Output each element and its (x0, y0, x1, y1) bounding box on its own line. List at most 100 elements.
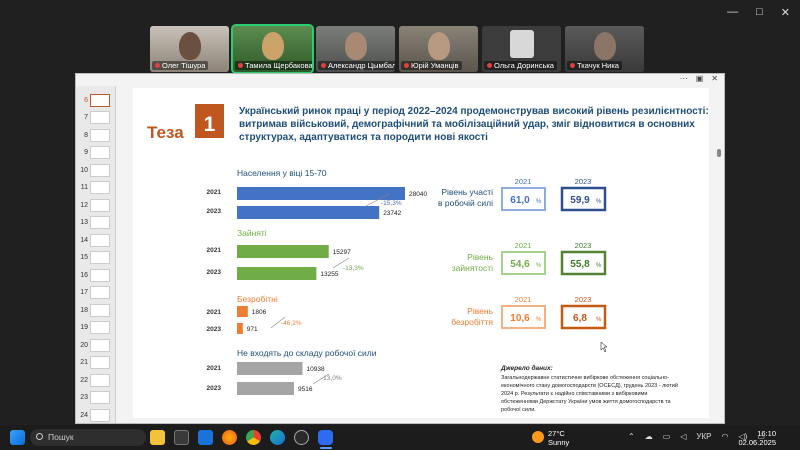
volume-icon[interactable]: ◁) (738, 432, 748, 441)
year-label: 2021 (207, 365, 222, 372)
rate-value: 6,8 (573, 313, 587, 324)
slide-thumbnail[interactable]: 11 (79, 180, 113, 196)
weather-temperature: 27°C (548, 429, 565, 438)
participant-tile[interactable]: Олег Тішура (150, 26, 229, 72)
slide-thumbnail[interactable]: 24 (79, 407, 113, 423)
rate-value: 55,8 (570, 259, 590, 270)
mouse-cursor-icon (600, 341, 608, 353)
wifi-icon[interactable]: ◠ (721, 432, 729, 441)
heading-line-1: Український ринок праці у період 2022–20… (239, 106, 709, 117)
source-line: економічного стану домогосподарств (ОСЕС… (501, 382, 678, 389)
close-icon[interactable]: ✕ (711, 74, 718, 83)
slide-thumbnail[interactable]: 10 (79, 162, 113, 178)
video-meeting-icon[interactable] (318, 430, 333, 445)
slide-thumbnail[interactable]: 13 (79, 215, 113, 231)
more-options-icon[interactable]: ··· (679, 74, 688, 83)
slide-graphic: Теза 1 Український ринок праці у період … (147, 104, 709, 413)
slide-preview (90, 146, 110, 159)
bar-value: 23742 (383, 210, 401, 217)
maximize-button[interactable]: □ (756, 6, 763, 18)
participant-tile[interactable]: Ткачук Ника (565, 26, 644, 72)
monitor-icon[interactable]: ▭ (662, 432, 671, 441)
bar-value: 28040 (409, 191, 427, 198)
volume-mute-icon[interactable]: ◁ (680, 432, 687, 441)
clock[interactable]: 16:10 02.06.2025 (738, 429, 776, 447)
clock-date: 02.06.2025 (738, 438, 776, 447)
slide-thumbnail[interactable]: 17 (79, 285, 113, 301)
rate-label: Рівень (467, 306, 493, 316)
media-player-icon[interactable] (294, 430, 309, 445)
slide-thumbnail[interactable]: 7 (79, 110, 113, 126)
slide-number: 6 (84, 96, 88, 104)
store-icon[interactable] (174, 430, 189, 445)
participant-name: Александр Цымбал (328, 61, 395, 70)
participant-name: Олег Тішура (162, 61, 206, 70)
bar-value: 13255 (320, 271, 338, 278)
group-title: Не входять до складу робочої сили (237, 348, 377, 358)
close-button[interactable]: ✕ (780, 7, 790, 19)
language-indicator[interactable]: УКР (696, 432, 712, 441)
windows-start-icon[interactable] (10, 430, 25, 445)
participant-tile[interactable]: Юрій Уманців (399, 26, 478, 72)
cloud-icon[interactable]: ☁ (644, 432, 653, 441)
layout-icon[interactable]: ▣ (695, 74, 704, 83)
weather-widget[interactable]: 27°C Sunny (548, 429, 569, 447)
slide-thumbnail[interactable]: 8 (79, 127, 113, 143)
slide-thumbnail[interactable]: 23 (79, 390, 113, 406)
slide-thumbnail[interactable]: 16 (79, 267, 113, 283)
battery-icon[interactable]: ▭ (757, 432, 765, 441)
search-placeholder: Пошук (48, 432, 74, 442)
edge-icon[interactable] (270, 430, 285, 445)
shared-presentation-window: ··· ▣ ✕ 6 7 8 9 10 11 12 13 14 15 16 17 18 19 20 21 22 23… (75, 73, 725, 424)
slide-thumbnail[interactable]: 9 (79, 145, 113, 161)
slide-number: 8 (84, 131, 88, 139)
slide-number: 13 (80, 219, 88, 226)
presentation-toolbar: ··· ▣ ✕ (76, 74, 724, 84)
slide-thumbnail[interactable]: 21 (79, 355, 113, 371)
slide-number: 10 (80, 166, 88, 174)
file-explorer-icon[interactable] (150, 430, 165, 445)
participant-name: Тамила Щербакова (245, 61, 312, 70)
slide-preview (90, 111, 110, 124)
bar-population-2021 (237, 187, 405, 200)
chevron-up-icon[interactable]: ⌃ (628, 432, 635, 441)
firefox-icon[interactable] (222, 430, 237, 445)
slide-number: 14 (80, 236, 88, 244)
slide-thumbnail[interactable]: 14 (79, 232, 113, 248)
slide-thumbnail[interactable]: 18 (79, 302, 113, 318)
slide-preview (90, 303, 110, 317)
group-title: Населення у віці 15-70 (237, 168, 327, 178)
search-box[interactable]: Пошук (30, 429, 146, 446)
change-arrow (365, 193, 390, 207)
outlook-icon[interactable] (198, 430, 213, 445)
slide-number: 18 (80, 306, 88, 314)
source-line: 2024 р. Результати є надійно співставним… (501, 390, 647, 397)
group-population: Населення у віці 15-70 2021 28040 2023 2… (207, 168, 427, 219)
bar-not-in-lf-2021 (237, 362, 303, 375)
clock-time: 16:10 (757, 429, 776, 438)
rate-label: безробіття (451, 317, 493, 327)
chrome-icon[interactable] (246, 430, 261, 445)
group-title: Безробітні (237, 294, 278, 304)
slide-preview (90, 286, 110, 299)
thesis-number: 1 (204, 113, 216, 136)
participant-tile[interactable]: Ольга Доринська (482, 26, 561, 72)
change-label: -46,2% (281, 320, 302, 327)
slide-thumbnail[interactable]: 22 (79, 372, 113, 388)
participant-tile[interactable]: Тамила Щербакова (231, 24, 314, 74)
slide-thumbnail[interactable]: 20 (79, 337, 113, 353)
participant-name: Ольга Доринська (494, 61, 554, 70)
slide-thumbnail[interactable]: 6 (79, 92, 113, 108)
participant-name: Юрій Уманців (411, 61, 459, 70)
slide-thumbnail[interactable]: 15 (79, 250, 113, 266)
minimize-button[interactable]: — (727, 6, 739, 18)
vertical-scrollbar[interactable] (717, 94, 721, 394)
scrollbar-thumb[interactable] (717, 149, 721, 157)
slide-thumbnail[interactable]: 19 (79, 320, 113, 336)
slide-thumbnail[interactable]: 12 (79, 197, 113, 213)
slide-number: 9 (84, 149, 88, 156)
rate-unit: % (596, 263, 602, 269)
rate-label: Рівень (467, 252, 493, 262)
participant-tile[interactable]: Александр Цымбал (316, 26, 395, 72)
change-label: -13,3% (343, 265, 364, 272)
